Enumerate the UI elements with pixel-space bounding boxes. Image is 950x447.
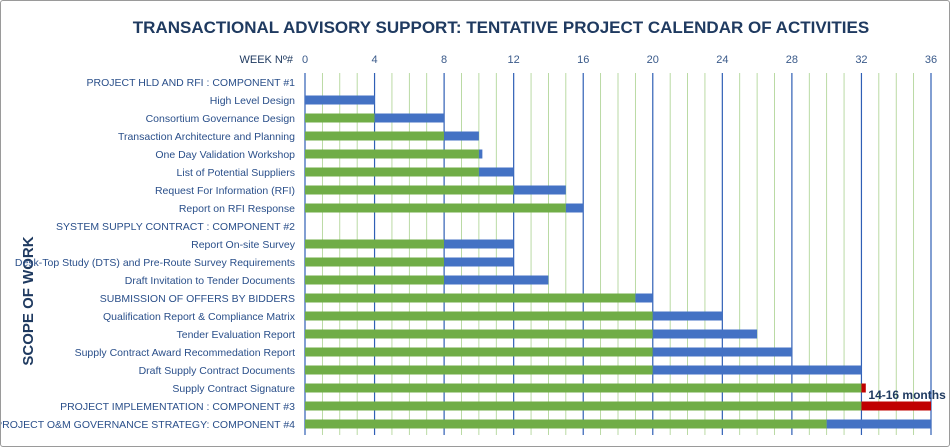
category-label: Draft Supply Contract Documents — [139, 365, 295, 377]
category-label: SYSTEM SUPPLY CONTRACT : COMPONENT #2 — [56, 221, 295, 233]
bar-extension — [861, 383, 866, 393]
bar-duration — [478, 149, 483, 159]
bar-duration — [478, 167, 514, 177]
category-label: List of Potential Suppliers — [177, 167, 295, 179]
bar-start — [305, 365, 653, 375]
bar-start — [305, 203, 566, 213]
bar-start — [305, 149, 479, 159]
bar-start — [305, 347, 653, 357]
bar-start — [305, 383, 862, 393]
bar-duration — [374, 113, 445, 123]
chart-title: TRANSACTIONAL ADVISORY SUPPORT: TENTATIV… — [133, 18, 869, 37]
bar-start — [305, 257, 445, 267]
category-label: Transaction Architecture and Planning — [118, 131, 295, 143]
category-label: Report on RFI Response — [179, 203, 295, 215]
bar-duration — [444, 131, 479, 141]
x-tick-label: 8 — [441, 54, 447, 66]
x-tick-label: 24 — [716, 54, 728, 66]
annotations: 14-16 months — [868, 388, 946, 402]
bar-duration — [826, 419, 931, 429]
x-axis-label: WEEK Nº# — [239, 54, 293, 66]
category-label: High Level Design — [210, 95, 295, 107]
category-label: PROJECT IMPLEMENTATION : COMPONENT #3 — [60, 401, 295, 413]
category-label: Request For Information (RFI) — [155, 185, 295, 197]
bars — [305, 95, 931, 429]
category-label: PROJECT HLD AND RFI : COMPONENT #1 — [87, 77, 296, 89]
bar-start — [305, 401, 862, 411]
bar-duration — [444, 239, 514, 249]
x-tick-labels: 0 4 8 12 16 20 24 28 32 36 — [302, 54, 937, 66]
annotation-label: 14-16 months — [868, 388, 946, 402]
bar-start — [305, 419, 827, 429]
bar-start — [305, 167, 479, 177]
grid-lines — [304, 73, 932, 435]
category-label: Consortium Governance Design — [146, 113, 296, 125]
bar-duration — [652, 365, 862, 375]
x-tick-label: 32 — [855, 54, 867, 66]
category-label: SUBMISSION OF OFFERS BY BIDDERS — [100, 293, 295, 305]
bar-start — [305, 113, 375, 123]
x-tick-label: 16 — [577, 54, 589, 66]
x-tick-label: 4 — [371, 54, 377, 66]
category-label: PROJECT O&M GOVERNANCE STRATEGY: COMPONE… — [1, 419, 295, 431]
x-tick-label: 20 — [647, 54, 659, 66]
bar-duration — [444, 275, 549, 285]
category-label: Tender Evaluation Report — [177, 329, 296, 341]
bar-extension — [861, 401, 931, 411]
category-label: Supply Contract Signature — [172, 383, 295, 395]
category-labels: PROJECT HLD AND RFI : COMPONENT #1 High L… — [1, 77, 296, 431]
y-axis-label: SCOPE OF WORK — [20, 236, 37, 365]
bar-start — [305, 185, 514, 195]
category-label: Supply Contract Award Recommedation Repo… — [75, 347, 296, 359]
x-tick-label: 28 — [786, 54, 798, 66]
bar-duration — [444, 257, 514, 267]
bar-start — [305, 329, 653, 339]
x-tick-label: 12 — [508, 54, 520, 66]
bar-duration — [635, 293, 653, 303]
category-label: Draft Invitation to Tender Documents — [125, 275, 295, 287]
bar-start — [305, 131, 445, 141]
bar-duration — [565, 203, 584, 213]
bar-duration — [652, 311, 723, 321]
x-tick-label: 36 — [925, 54, 937, 66]
bar-duration — [513, 185, 566, 195]
bar-start — [305, 275, 445, 285]
x-tick-label: 0 — [302, 54, 308, 66]
category-label: Qualification Report & Compliance Matrix — [103, 311, 296, 323]
bar-duration — [652, 329, 758, 339]
bar-start — [305, 239, 445, 249]
bar-duration — [652, 347, 792, 357]
bar-start — [305, 293, 636, 303]
category-label: Report On-site Survey — [191, 239, 296, 251]
category-label: Desk-Top Study (DTS) and Pre-Route Surve… — [15, 257, 295, 269]
bar-duration — [305, 95, 375, 105]
category-label: One Day Validation Workshop — [155, 149, 295, 161]
bar-start — [305, 311, 653, 321]
